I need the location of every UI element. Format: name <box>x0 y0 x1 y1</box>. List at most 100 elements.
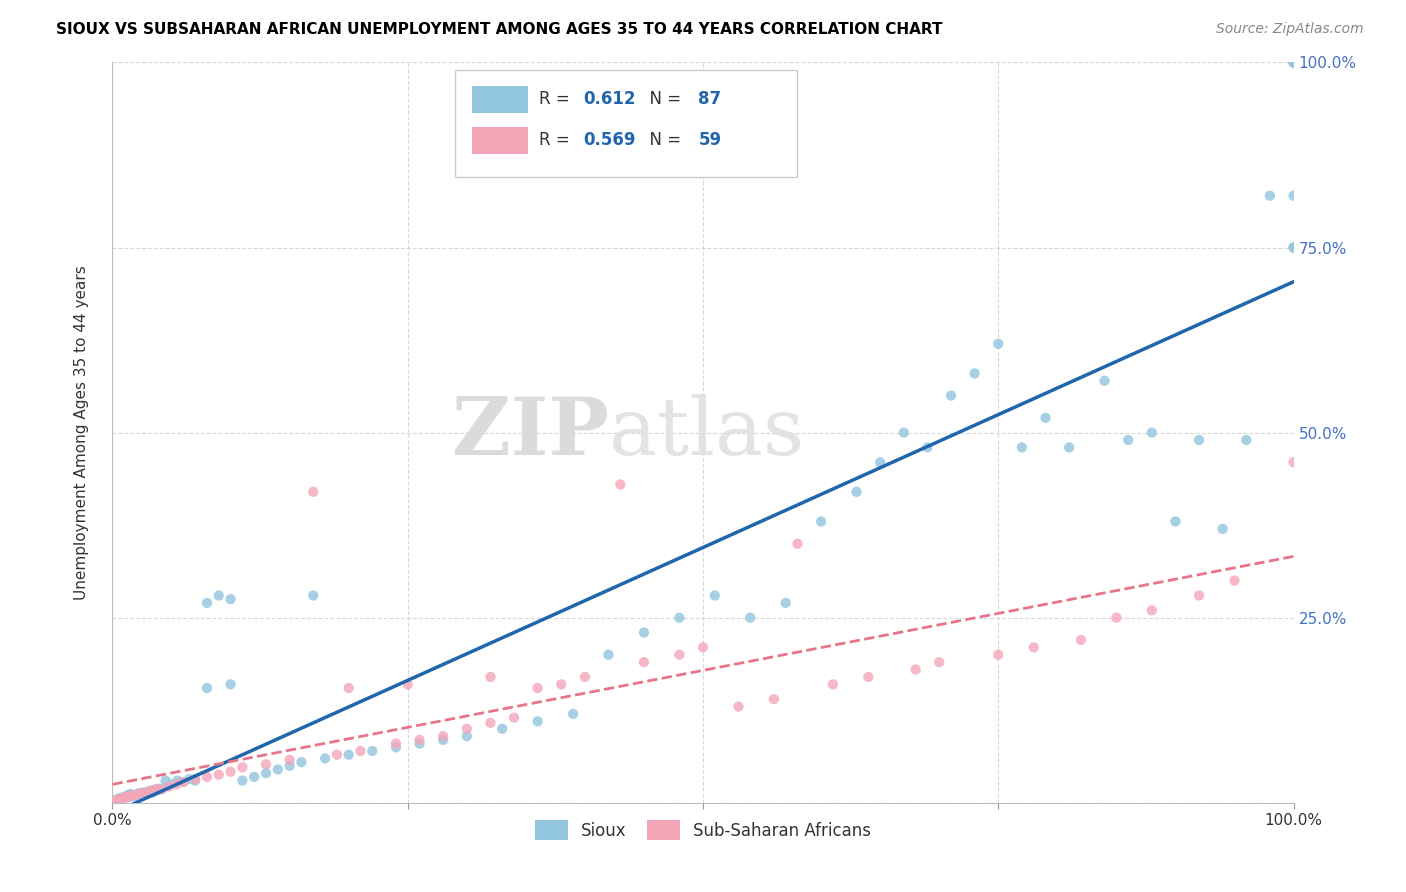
Text: SIOUX VS SUBSAHARAN AFRICAN UNEMPLOYMENT AMONG AGES 35 TO 44 YEARS CORRELATION C: SIOUX VS SUBSAHARAN AFRICAN UNEMPLOYMENT… <box>56 22 943 37</box>
Point <box>503 711 526 725</box>
Point <box>112 791 135 805</box>
Point <box>208 589 231 603</box>
Point <box>166 773 188 788</box>
Point <box>278 758 301 772</box>
Point <box>135 786 157 800</box>
Point <box>1116 433 1139 447</box>
Point <box>112 790 135 805</box>
Point <box>278 753 301 767</box>
Point <box>129 787 152 801</box>
Point <box>208 767 231 781</box>
Text: 0.612: 0.612 <box>583 90 636 109</box>
Point <box>104 794 127 808</box>
Point <box>231 773 253 788</box>
Point <box>1282 55 1305 70</box>
Point <box>385 737 408 751</box>
Point <box>349 744 371 758</box>
Point <box>456 722 478 736</box>
Point <box>821 677 844 691</box>
Point <box>1282 55 1305 70</box>
Point <box>526 681 548 695</box>
Point <box>727 699 749 714</box>
Point <box>195 596 218 610</box>
Point <box>633 655 655 669</box>
Point <box>786 536 808 550</box>
Text: 87: 87 <box>699 90 721 109</box>
FancyBboxPatch shape <box>471 87 529 112</box>
Point <box>408 732 430 747</box>
Point <box>337 681 360 695</box>
Point <box>432 729 454 743</box>
Point <box>1011 441 1033 455</box>
Point <box>810 515 832 529</box>
Point <box>150 782 173 797</box>
Point <box>120 789 142 804</box>
Point <box>139 784 162 798</box>
Point <box>146 783 169 797</box>
Point <box>219 677 242 691</box>
Point <box>1057 441 1080 455</box>
Point <box>703 589 725 603</box>
Point <box>491 722 513 736</box>
Point <box>157 780 180 794</box>
Point <box>254 757 277 772</box>
Point <box>1258 188 1281 202</box>
Point <box>550 677 572 691</box>
FancyBboxPatch shape <box>456 70 797 178</box>
Point <box>146 781 169 796</box>
Point <box>136 785 159 799</box>
Point <box>1282 55 1305 70</box>
Point <box>231 760 253 774</box>
Point <box>1282 455 1305 469</box>
Point <box>337 747 360 762</box>
Point <box>1282 240 1305 255</box>
Point <box>396 677 419 691</box>
Point <box>456 729 478 743</box>
Point <box>987 648 1010 662</box>
Point <box>267 763 290 777</box>
Point <box>939 388 962 402</box>
Point <box>195 681 218 695</box>
Point <box>361 744 384 758</box>
Point <box>326 747 349 762</box>
Point <box>111 791 134 805</box>
FancyBboxPatch shape <box>471 127 529 153</box>
Point <box>108 792 131 806</box>
Point <box>128 787 150 801</box>
Point <box>1223 574 1246 588</box>
Point <box>112 789 135 804</box>
Point <box>1282 55 1305 70</box>
Point <box>385 740 408 755</box>
Point <box>184 773 207 788</box>
Point <box>243 770 266 784</box>
Point <box>692 640 714 655</box>
Point <box>117 789 139 803</box>
Point <box>562 706 585 721</box>
Point <box>302 484 325 499</box>
Point <box>114 790 136 805</box>
Point <box>845 484 868 499</box>
Point <box>302 589 325 603</box>
Point <box>1094 374 1116 388</box>
Point <box>869 455 891 469</box>
Point <box>314 751 336 765</box>
Point <box>118 789 141 804</box>
Point <box>104 794 127 808</box>
Point <box>1140 425 1163 440</box>
Point <box>526 714 548 729</box>
Text: 59: 59 <box>699 131 721 149</box>
Point <box>254 766 277 780</box>
Point <box>143 782 166 797</box>
Point <box>290 755 312 769</box>
Point <box>1282 188 1305 202</box>
Point <box>762 692 785 706</box>
Point <box>987 336 1010 351</box>
Point <box>219 764 242 779</box>
Text: R =: R = <box>538 131 575 149</box>
Point <box>219 592 242 607</box>
Y-axis label: Unemployment Among Ages 35 to 44 years: Unemployment Among Ages 35 to 44 years <box>75 265 89 600</box>
Point <box>142 785 165 799</box>
Point <box>1022 640 1045 655</box>
Point <box>115 789 138 804</box>
Point <box>111 790 134 805</box>
